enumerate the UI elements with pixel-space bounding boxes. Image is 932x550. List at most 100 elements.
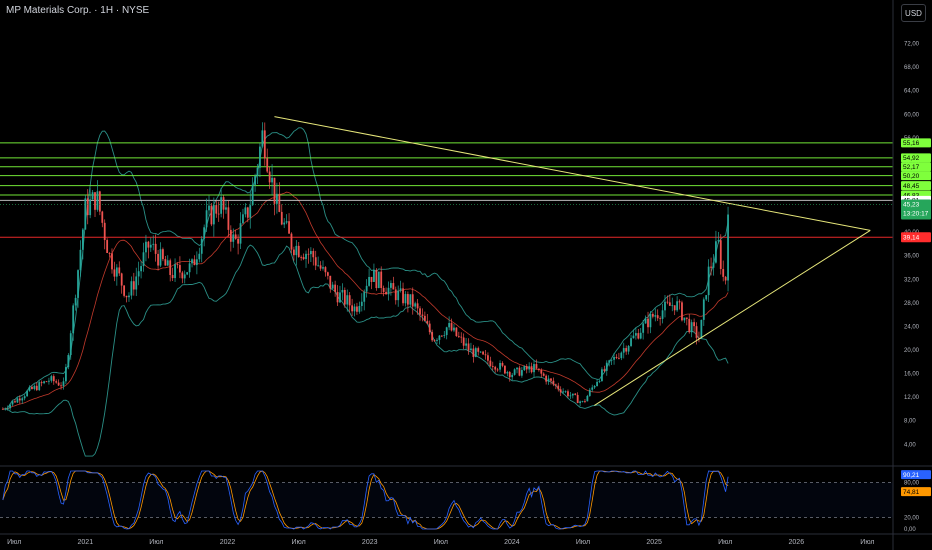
time-tick-label: Июл — [718, 539, 732, 546]
level-tag: 52,17 — [901, 162, 931, 172]
level-tag-bg — [901, 171, 931, 181]
candle-body — [591, 387, 594, 390]
candle-body — [179, 265, 181, 273]
candle-body — [564, 391, 567, 393]
candle-body — [191, 259, 193, 264]
candle-body — [57, 382, 60, 386]
price-tick-label: 4,00 — [904, 442, 916, 448]
candle-body — [724, 276, 727, 281]
candle-body — [118, 267, 121, 274]
current-price-tag: 45,23 13:20:17 — [901, 199, 931, 220]
candle-body — [38, 382, 41, 391]
candle-body — [710, 266, 712, 268]
candle-body — [610, 359, 613, 361]
stoch-k-line — [2, 470, 729, 530]
candle-body — [664, 301, 666, 311]
candle-body — [60, 385, 62, 387]
candle-body — [647, 318, 649, 328]
price-tick-label: 36,00 — [904, 254, 920, 260]
candle-body — [193, 259, 196, 266]
candle-body — [581, 401, 584, 402]
candle-body — [547, 378, 550, 382]
candle-body — [292, 249, 295, 256]
candle-body — [676, 301, 679, 311]
candle-body — [295, 245, 298, 256]
horizontal-levels — [0, 142, 893, 238]
candle-body — [477, 348, 480, 352]
candle-body — [157, 253, 159, 266]
candle-body — [147, 241, 150, 248]
price-tick-label: 68,00 — [904, 65, 920, 71]
candle-body — [120, 273, 123, 286]
time-tick-label: 2024 — [504, 539, 520, 546]
candle-body — [266, 158, 269, 172]
candle-body — [504, 365, 506, 374]
candle-body — [283, 222, 286, 225]
candle-body — [453, 327, 455, 331]
candle-body — [390, 283, 392, 288]
candle-body — [261, 130, 264, 147]
symbol-title: MP Materials Corp. · 1H · NYSE — [6, 5, 150, 16]
candle-body — [436, 339, 438, 341]
candle-body — [300, 256, 303, 258]
price-tick-label: 12,00 — [904, 395, 920, 401]
current-price-countdown: 13:20:17 — [903, 210, 929, 217]
stoch-tick-label: 80,00 — [904, 481, 920, 487]
candle-body — [200, 238, 203, 254]
candle-body — [511, 374, 514, 378]
candle-body — [656, 315, 659, 319]
candle-body — [263, 130, 266, 159]
level-tag-bg — [901, 153, 931, 163]
candle-body — [474, 348, 477, 357]
candle-body — [402, 288, 404, 304]
price-tick-label: 60,00 — [904, 112, 920, 118]
candle-body — [171, 274, 174, 279]
candle-body — [246, 207, 249, 218]
candle-body — [149, 244, 152, 248]
candle-body — [113, 269, 116, 277]
candle-body — [462, 337, 465, 346]
candle-body — [108, 252, 111, 254]
candle-body — [18, 398, 21, 401]
candle-body — [467, 343, 470, 351]
candle-body — [496, 369, 499, 371]
candle-body — [98, 191, 101, 212]
level-tag-bg — [901, 162, 931, 172]
candle-body — [77, 270, 79, 298]
candle-body — [613, 356, 615, 360]
candle-body — [559, 389, 562, 393]
candle-body — [229, 229, 232, 242]
candle-body — [399, 288, 402, 291]
time-axis: Июл 2021 Июл 2022 Июл 2023 Июл 2024 Июл 2025 Июл 20… — [7, 539, 874, 546]
time-tick-label: Июл — [7, 539, 21, 546]
level-tag: 48,45 — [901, 181, 931, 191]
candle-body — [212, 205, 215, 225]
currency-button[interactable]: USD — [901, 4, 926, 22]
candle-body — [302, 257, 305, 260]
candle-body — [693, 322, 695, 327]
candle-body — [353, 306, 356, 312]
candle-body — [31, 386, 33, 389]
candle-body — [426, 320, 429, 324]
candle-body — [484, 354, 487, 356]
candle-body — [69, 333, 72, 356]
candle-body — [414, 303, 417, 307]
candle-body — [6, 408, 9, 410]
current-price-bg — [901, 199, 931, 220]
candle-body — [596, 381, 598, 386]
candle-body — [654, 315, 657, 317]
time-tick-label: 2022 — [220, 539, 236, 546]
candle-body — [52, 376, 55, 382]
candle-body — [152, 243, 155, 245]
candle-body — [552, 380, 555, 385]
stoch-k-tag-bg — [901, 470, 931, 480]
candle-body — [84, 198, 87, 230]
level-tag-text: 54,92 — [903, 155, 920, 162]
candle-body — [651, 313, 654, 317]
candle-body — [273, 177, 276, 204]
time-tick-label: 2023 — [362, 539, 378, 546]
candle-body — [615, 356, 618, 358]
candle-body — [719, 240, 722, 269]
candle-body — [145, 241, 147, 253]
